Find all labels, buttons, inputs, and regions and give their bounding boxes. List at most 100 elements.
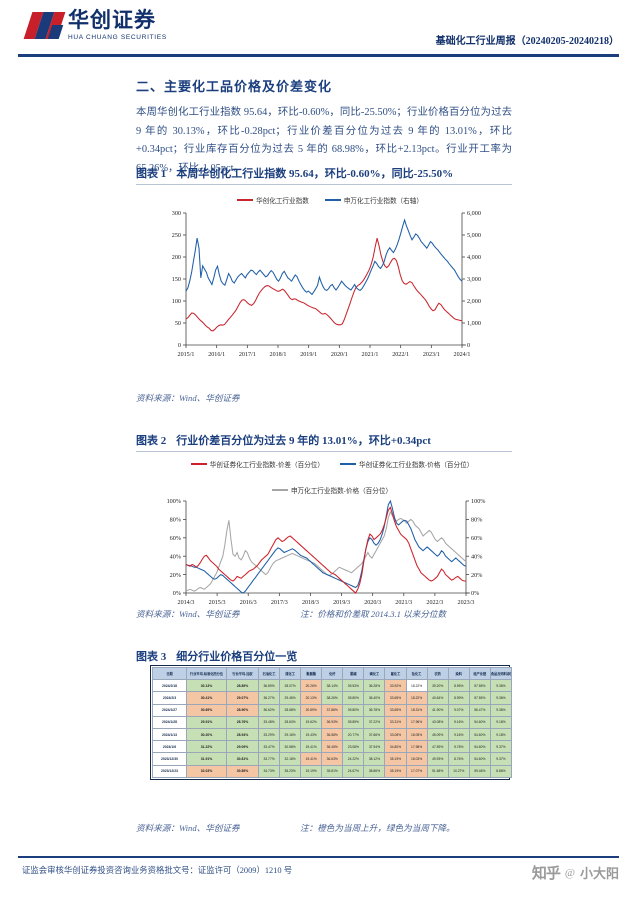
x-tick-label: 2023/1: [423, 352, 440, 358]
y2-tick-label: 1,000: [467, 320, 481, 327]
table-cell-value: 36.58%: [321, 727, 344, 742]
table-row: 2024/1/27 30.69% 28.90% 36.62% 28.68% 20.89% 3…: [152, 703, 513, 717]
figure3-caption-text: 细分行业价格百分位一览: [176, 651, 298, 663]
table-cell-value: 18.31%: [405, 703, 428, 717]
legend-label: 华创证券化工行业指数-价差（百分位）: [209, 462, 324, 469]
table-row: 2024/1/6 31.22% 29.09% 33.47% 30.58% 19.41% 36…: [152, 740, 513, 754]
table-header-cell: 磷化工: [363, 666, 386, 681]
table-cell-value: 43.08%: [426, 715, 449, 729]
table-cell-value: 18.22%: [405, 679, 428, 693]
legend-swatch: [324, 199, 341, 201]
y-tick-label: 80%: [170, 517, 181, 524]
figure3-caption: 图表 3 细分行业价格百分位一览: [136, 648, 297, 664]
table-cell-value: 29.16%: [279, 727, 302, 742]
table-cell-value: 20.26%: [300, 679, 323, 693]
y2-tick-label: 60%: [471, 535, 482, 542]
table-cell-value: 33.65%: [384, 691, 407, 705]
table-cell-value: 39.20%: [426, 679, 449, 693]
legend-item: 华创证券化工行业指数-价格（百分位）: [340, 459, 473, 469]
series-line: [185, 506, 466, 594]
table-cell-value: 30.13%: [186, 679, 227, 693]
y-tick-label: 150: [172, 276, 181, 283]
section-paragraph: 本周华创化工行业指数 95.64，环比-0.60%，同比-25.50%；行业价格…: [136, 107, 512, 174]
x-tick-label: 2021/3: [395, 600, 412, 606]
table-cell-date: 2023/12/30: [152, 752, 187, 766]
x-tick-label: 2019/1: [300, 352, 317, 358]
table-head: 日期 行业平均-标准化西分位 行业平均-加权 石油化工 煤化工 聚氨酯 化纤 氯碱 磷化工 氟化工…: [152, 666, 513, 681]
figure2-note: 注：价格和价差取 2014.3.1 以来分位数: [300, 609, 447, 619]
table-cell-value: 38.26%: [321, 691, 344, 705]
table-header-cell: 农药: [426, 666, 449, 681]
table-cell-value: 54.60%: [468, 752, 491, 766]
table-cell-value: 20.77%: [342, 727, 365, 742]
figure2-number: 图表 2: [136, 435, 167, 447]
table-cell-value: 32.03%: [186, 764, 227, 778]
table-cell-value: 19.41%: [300, 740, 323, 754]
table-cell-value: 8.99%: [447, 691, 470, 705]
x-tick-label: 2020/3: [364, 600, 381, 606]
table-cell-value: 47.59%: [426, 740, 449, 754]
x-tick-label: 2015/3: [209, 600, 226, 606]
table-cell-value: 36.40%: [363, 691, 386, 705]
y2-tick-label: 80%: [471, 517, 482, 524]
series-line: [185, 218, 463, 296]
table-cell-value: 38.14%: [321, 679, 344, 693]
series-line: [185, 237, 463, 332]
table-cell-value: 31.22%: [186, 740, 227, 754]
table-header-cell: 日期: [152, 666, 187, 681]
table-cell-value: 18.05%: [405, 727, 428, 742]
table-header-cell: 煤化工: [279, 666, 302, 681]
table-cell-value: 36.93%: [321, 715, 344, 729]
table-header-cell: 行业平均-标准化西分位: [186, 666, 227, 681]
y2-tick-label: 20%: [471, 572, 482, 579]
table-body: 2024/2/18 30.13% 28.89% 36.89% 28.07% 20.26% 3…: [152, 679, 513, 778]
y2-tick-label: 5,000: [467, 232, 481, 239]
x-tick-label: 2016/3: [240, 600, 257, 606]
x-tick-label: 2024/1: [454, 352, 471, 358]
legend-label: 申万化工行业指数（右轴）: [343, 198, 423, 205]
figure2-caption: 图表 2 行业价差百分位为过去 9 年的 13.01%，环比+0.34pct: [136, 432, 431, 448]
table-cell-value: 19.19%: [300, 764, 323, 778]
table-cell-value: 30.41%: [186, 691, 227, 705]
table-cell-date: 2024/1/27: [152, 703, 187, 717]
table-header-cell: 氟化工: [384, 666, 407, 681]
table-cell-value: 9.37%: [489, 740, 513, 754]
y2-tick-label: 40%: [471, 553, 482, 560]
x-tick-label: 2015/1: [178, 352, 195, 358]
y-tick-label: 20%: [170, 572, 181, 579]
table-row: 2024/1/13 30.20% 28.94% 33.29% 29.16% 19.43% 3…: [152, 727, 513, 742]
y2-tick-label: 0%: [471, 590, 479, 597]
table-cell-value: 19.62%: [300, 715, 323, 729]
table-cell-value: 30.89%: [226, 764, 259, 778]
x-tick-label: 2019/3: [333, 600, 350, 606]
x-tick-label: 2017/3: [271, 600, 288, 606]
table-cell-value: 28.63%: [279, 715, 302, 729]
table-cell-value: 9.36%: [489, 703, 513, 717]
y2-tick-label: 3,000: [467, 276, 481, 283]
table-cell-value: 57.55%: [468, 679, 491, 693]
table-cell-value: 9.78%: [447, 740, 470, 754]
table-cell-value: 28.68%: [279, 703, 302, 717]
table-cell-value: 29.91%: [186, 715, 227, 729]
table-cell-value: 28.07%: [279, 679, 302, 693]
table-cell-value: 36.45%: [321, 740, 344, 754]
series-line: [185, 499, 467, 594]
table-cell-value: 38.86%: [363, 764, 386, 778]
table-row: 2024/2/18 30.13% 28.89% 36.89% 28.07% 20.26% 3…: [152, 679, 513, 693]
table-header-cell: 石油化工: [257, 666, 281, 681]
table-cell-value: 38.12%: [363, 752, 386, 766]
footer-divider: [18, 856, 619, 858]
table-cell-value: 28.89%: [226, 679, 259, 693]
table-cell-value: 39.89%: [342, 715, 365, 729]
legend-swatch: [237, 199, 254, 201]
y2-tick-label: 2,000: [467, 298, 481, 305]
table-cell-value: 35.19%: [384, 752, 407, 766]
y-tick-label: 0: [178, 342, 181, 349]
x-tick-label: 2021/1: [362, 352, 379, 358]
table-cell-value: 9.18%: [489, 715, 513, 729]
series-line: [185, 510, 467, 592]
y-tick-label: 200: [172, 254, 181, 261]
table-cell-value: 41.90%: [426, 703, 449, 717]
table-cell-value: 57.55%: [468, 691, 491, 705]
table-header-cell: 钛化工: [405, 666, 428, 681]
